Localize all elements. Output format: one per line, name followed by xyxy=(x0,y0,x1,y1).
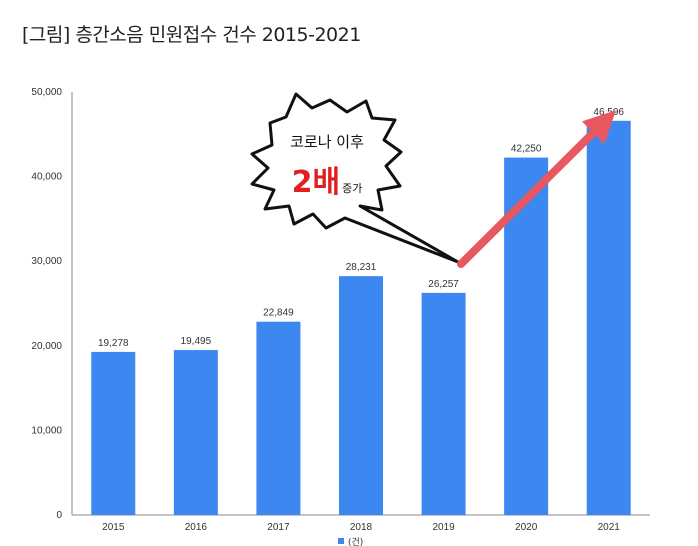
y-tick-label: 50,000 xyxy=(31,87,62,98)
data-label-2021: 46,596 xyxy=(593,107,624,118)
x-tick-label-2017: 2017 xyxy=(267,522,290,533)
x-tick-label-2015: 2015 xyxy=(102,522,125,533)
callout-line1: 코로나 이후 xyxy=(290,133,364,151)
data-label-2020: 42,250 xyxy=(511,144,542,155)
y-axis-ticks: 0 10,000 20,000 30,000 40,000 50,000 xyxy=(31,87,62,521)
x-axis-ticks: 2015 2016 2017 2018 2019 2020 2021 xyxy=(102,522,620,533)
legend-swatch xyxy=(338,538,344,544)
y-tick-label: 20,000 xyxy=(31,341,62,352)
callout-small-text: 증가 xyxy=(342,182,362,195)
y-tick-label: 40,000 xyxy=(31,172,62,183)
callout-line2: 2배 증가 xyxy=(292,165,363,200)
legend: (건) xyxy=(338,537,363,546)
data-label-2019: 26,257 xyxy=(428,279,459,290)
x-tick-label-2020: 2020 xyxy=(515,522,538,533)
x-tick-label-2018: 2018 xyxy=(350,522,373,533)
data-label-2016: 19,495 xyxy=(181,336,212,347)
trend-arrow xyxy=(457,110,616,268)
bar-2017 xyxy=(256,321,301,515)
bar-2015 xyxy=(91,351,136,515)
y-tick-label: 30,000 xyxy=(31,256,62,267)
data-label-2015: 19,278 xyxy=(98,338,129,349)
callout-burst: 코로나 이후 2배 증가 xyxy=(250,92,460,264)
x-tick-label-2016: 2016 xyxy=(185,522,208,533)
bar-2019 xyxy=(421,292,466,515)
x-tick-label-2019: 2019 xyxy=(432,522,455,533)
callout-big-text: 2배 xyxy=(292,165,340,200)
bar-2018 xyxy=(339,276,383,515)
data-label-2018: 28,231 xyxy=(346,262,377,273)
bar-2016 xyxy=(173,350,218,515)
bars xyxy=(91,120,631,515)
legend-label: (건) xyxy=(348,537,363,546)
burst-bubble-shape xyxy=(250,92,460,264)
x-tick-label-2021: 2021 xyxy=(598,522,621,533)
figure-title: [그림] 층간소음 민원접수 건수 2015-2021 xyxy=(22,24,361,46)
y-tick-label: 0 xyxy=(56,510,62,521)
y-tick-label: 10,000 xyxy=(31,425,62,436)
bar-2021 xyxy=(586,120,631,515)
data-label-2017: 22,849 xyxy=(263,308,294,319)
